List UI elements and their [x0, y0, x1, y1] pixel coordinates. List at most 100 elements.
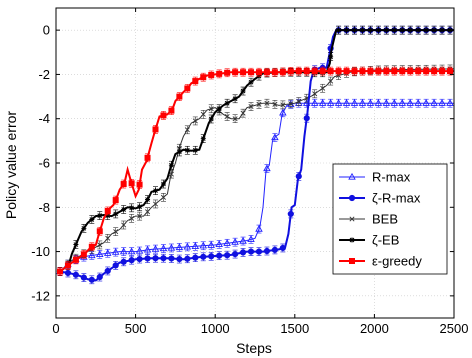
data-point [183, 242, 192, 250]
data-point [256, 101, 262, 107]
data-point [318, 99, 327, 106]
data-point [232, 116, 238, 122]
data-point [439, 68, 446, 75]
data-point [399, 27, 405, 33]
data-point [144, 255, 151, 262]
data-point [159, 244, 168, 252]
data-point [327, 68, 334, 75]
data-point [167, 243, 176, 251]
data-point [349, 258, 355, 264]
data-point [328, 78, 334, 84]
data-point [96, 228, 103, 235]
data-point [383, 68, 390, 75]
data-point [105, 235, 111, 241]
data-point [439, 27, 445, 33]
data-point [160, 255, 167, 262]
data-point [208, 71, 215, 78]
data-point [280, 102, 286, 108]
data-point [176, 149, 182, 155]
data-point [447, 68, 454, 75]
data-point [438, 99, 446, 106]
data-point [137, 213, 143, 219]
y-tick-label: -2 [38, 67, 50, 82]
data-point [145, 197, 151, 203]
y-tick-label: -12 [31, 288, 50, 303]
data-point [255, 69, 262, 76]
data-point [80, 274, 87, 281]
data-point [311, 68, 318, 75]
data-point [200, 136, 206, 142]
data-point [271, 69, 278, 76]
data-point [144, 154, 151, 161]
data-point [64, 269, 72, 277]
legend-label: R-max [372, 170, 411, 185]
data-point [382, 99, 391, 106]
data-point [56, 268, 63, 275]
legend-label: ζ-R-max [372, 191, 421, 206]
data-point [97, 242, 103, 248]
data-point [224, 113, 230, 120]
data-point [192, 147, 198, 153]
data-point [192, 78, 199, 85]
legend-label: ζ-EB [372, 233, 399, 248]
data-point [129, 205, 135, 211]
data-point [160, 181, 166, 187]
data-point [136, 255, 143, 263]
data-point [216, 106, 222, 112]
x-tick-label: 1500 [280, 321, 309, 336]
data-point [344, 27, 350, 33]
data-point [328, 54, 334, 60]
data-point [168, 255, 175, 262]
data-point [128, 257, 135, 264]
data-point [127, 247, 136, 255]
axes: 0 500 1000 1500 2000 2500 0 -2 -4 -6 -8 -10 -12 [31, 7, 468, 336]
data-point [176, 93, 183, 100]
data-point [367, 27, 373, 33]
data-point [104, 207, 111, 214]
data-point [326, 99, 335, 106]
data-point [336, 27, 342, 33]
data-point [240, 110, 246, 116]
data-point [239, 236, 247, 244]
data-point [224, 69, 231, 76]
data-point [216, 252, 223, 259]
data-point [423, 27, 429, 33]
data-point [248, 104, 254, 110]
data-point [348, 172, 356, 180]
data-point [263, 247, 271, 255]
data-point [104, 267, 111, 275]
y-tick-label: -6 [38, 156, 50, 171]
y-tick-label: -4 [38, 111, 50, 126]
data-point [271, 246, 278, 254]
data-point [135, 246, 144, 254]
y-axis-label: Policy value error [3, 111, 19, 219]
data-point [192, 254, 199, 261]
data-point [152, 126, 159, 133]
data-point [296, 99, 302, 105]
x-axis-label: Steps [236, 340, 272, 356]
data-point [349, 237, 355, 243]
data-point [119, 247, 128, 255]
x-tick-label: 500 [125, 321, 147, 336]
data-point [271, 133, 279, 141]
data-point [239, 249, 247, 256]
data-point [184, 85, 191, 92]
data-point [414, 99, 422, 106]
data-point [391, 68, 398, 75]
data-point [358, 99, 367, 106]
data-point [192, 118, 198, 124]
data-point [200, 253, 207, 260]
data-point [97, 213, 103, 219]
data-point [80, 251, 87, 258]
data-point [352, 27, 357, 33]
y-tick-label: 0 [43, 23, 50, 38]
data-point [128, 180, 135, 187]
data-point [349, 216, 355, 222]
data-point [224, 100, 230, 106]
data-point [374, 99, 383, 106]
data-point [348, 194, 356, 202]
data-point [111, 247, 120, 255]
data-point [224, 252, 231, 259]
data-point [231, 238, 239, 245]
data-point [320, 85, 326, 91]
